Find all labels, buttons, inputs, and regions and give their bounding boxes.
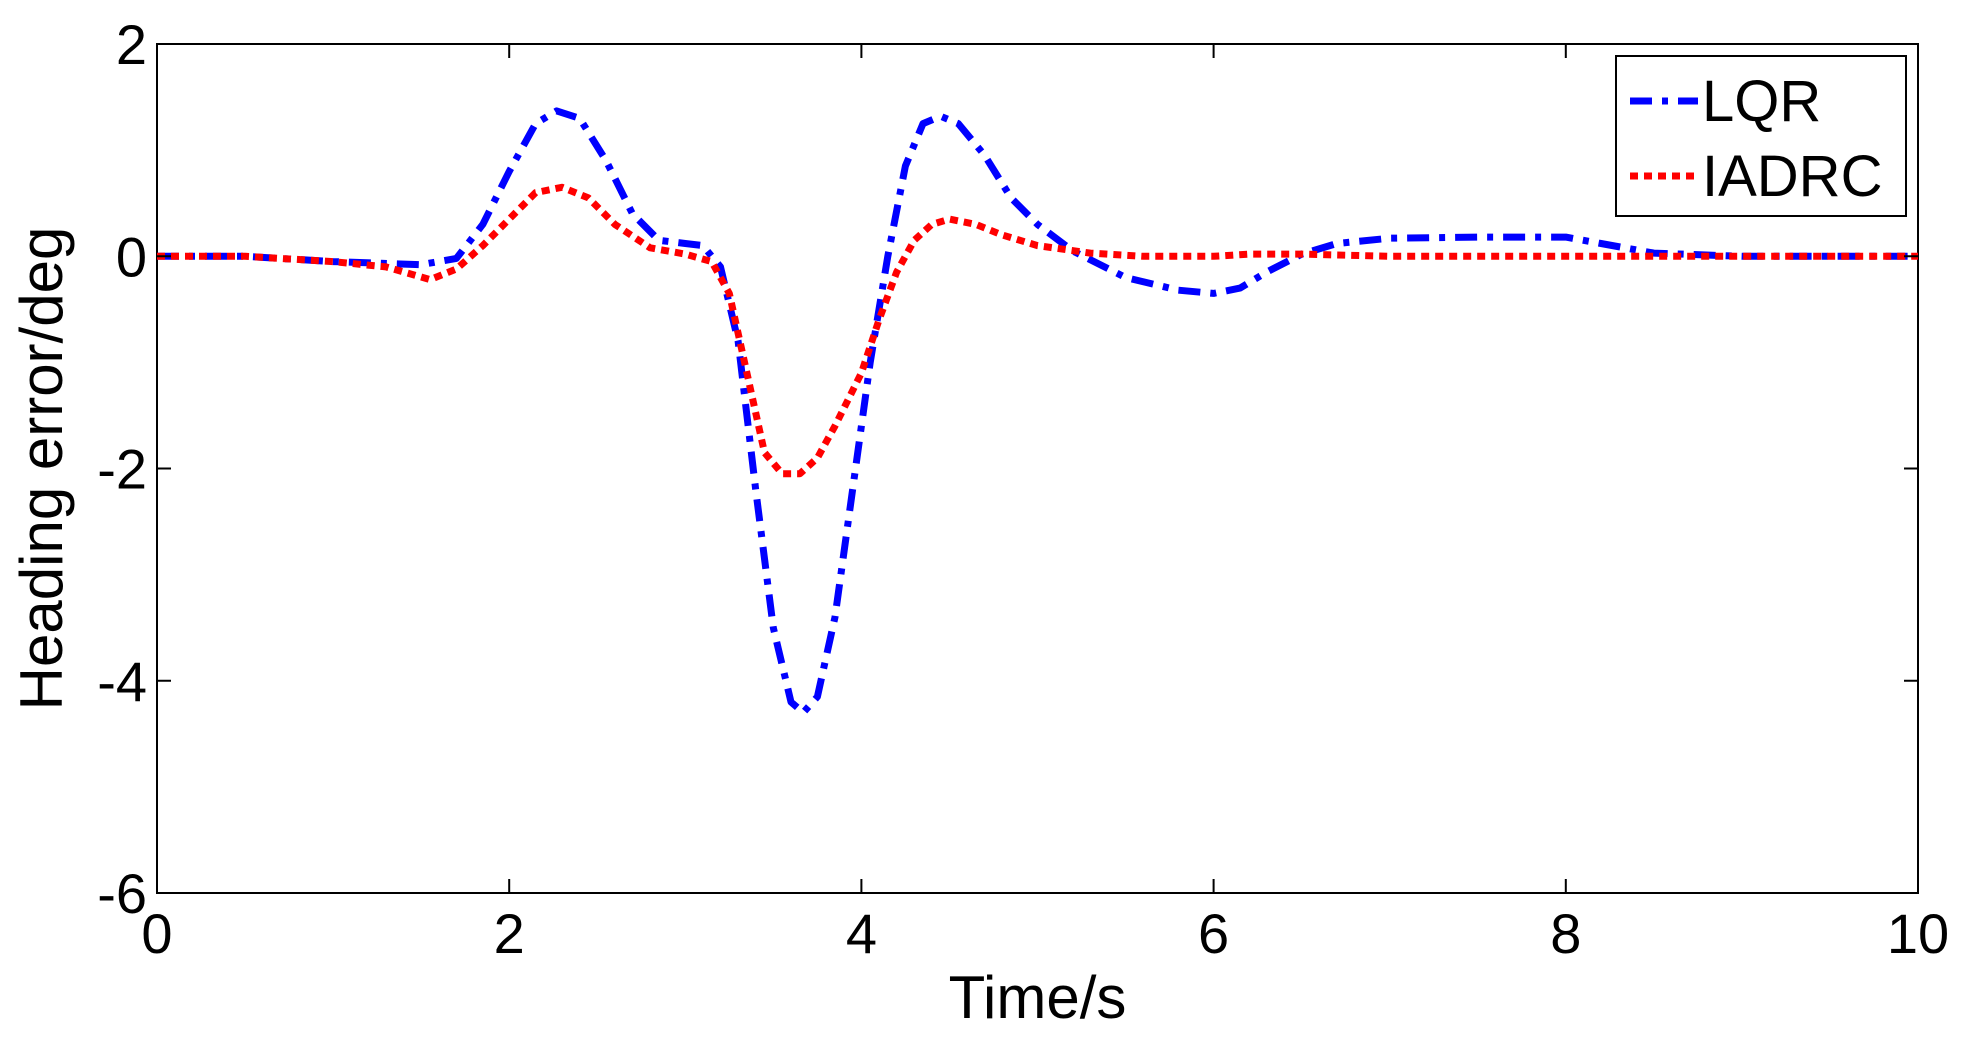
series-layer — [157, 107, 1918, 717]
x-tick-label: 10 — [1887, 902, 1949, 965]
y-tick-label: -2 — [97, 438, 147, 501]
series-line-iadrc — [157, 183, 1918, 478]
y-tick-label: -6 — [97, 862, 147, 925]
legend-box — [1615, 55, 1907, 217]
legend-label-iadrc: IADRC — [1702, 144, 1882, 209]
x-axis-label: Time/s — [949, 964, 1127, 1031]
axis-ticks: 0 2 4 6 8 10 -6 -4 -2 0 2 — [97, 13, 1949, 965]
x-tick-label: 4 — [846, 902, 877, 965]
series-line-lqr — [157, 107, 1918, 717]
x-tick-label: 8 — [1550, 902, 1581, 965]
y-tick-label: 2 — [116, 13, 147, 76]
x-tick-label: 6 — [1198, 902, 1229, 965]
legend-label-lqr: LQR — [1702, 69, 1821, 134]
y-tick-label: 0 — [116, 225, 147, 288]
y-tick-label: -4 — [97, 650, 147, 713]
y-axis-label: Heading error/deg — [8, 227, 75, 711]
legend: LQR IADRC — [1615, 55, 1907, 217]
x-tick-label: 0 — [141, 902, 172, 965]
x-tick-label: 2 — [494, 902, 525, 965]
